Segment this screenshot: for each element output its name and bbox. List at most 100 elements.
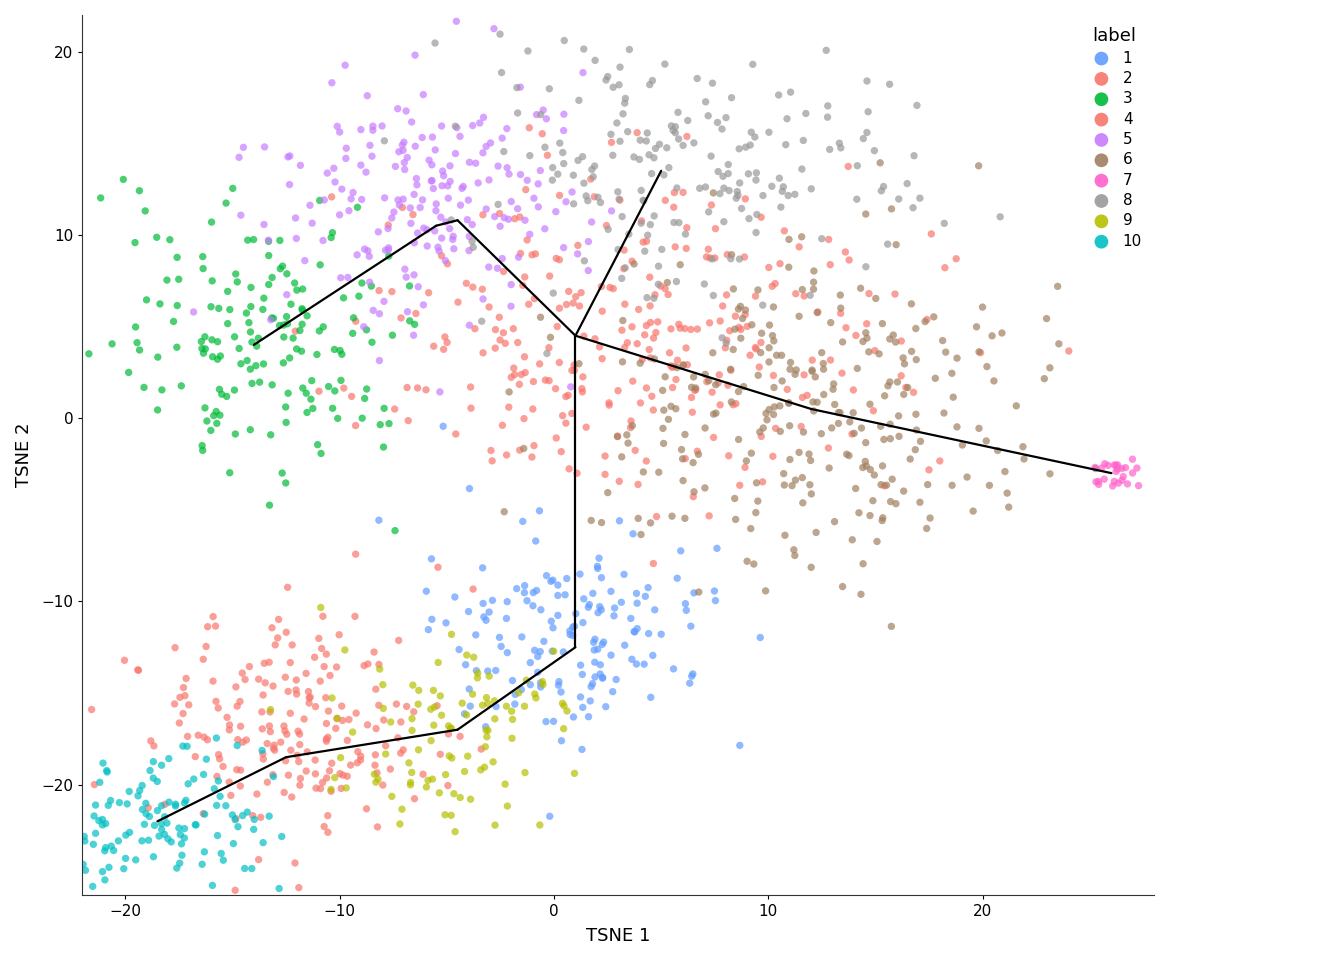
Point	[165, 797, 187, 812]
Point	[628, 301, 649, 317]
Point	[138, 832, 160, 848]
Point	[390, 714, 411, 730]
Point	[1087, 474, 1109, 490]
Point	[583, 635, 605, 650]
Point	[683, 455, 704, 470]
Point	[175, 793, 196, 808]
Point	[128, 788, 149, 804]
Point	[581, 162, 602, 178]
Point	[410, 200, 431, 215]
Point	[642, 402, 664, 418]
Point	[843, 405, 864, 420]
Point	[461, 233, 482, 249]
Point	[500, 299, 521, 314]
Point	[319, 379, 340, 395]
Point	[194, 806, 215, 822]
Point	[388, 633, 410, 648]
Point	[344, 609, 366, 624]
Point	[780, 355, 801, 371]
Point	[476, 729, 497, 744]
Point	[543, 643, 564, 659]
Point	[358, 243, 379, 258]
Point	[374, 400, 395, 416]
Point	[132, 778, 153, 793]
Point	[116, 828, 137, 843]
Point	[509, 167, 531, 182]
Point	[425, 142, 446, 157]
Point	[739, 348, 761, 363]
Point	[382, 327, 403, 343]
Point	[981, 328, 1003, 344]
Point	[523, 191, 544, 206]
Point	[552, 644, 574, 660]
Point	[259, 312, 281, 327]
Point	[286, 342, 308, 357]
Point	[758, 340, 780, 355]
Point	[372, 701, 394, 716]
Point	[206, 769, 227, 784]
Point	[962, 503, 984, 518]
Point	[563, 709, 585, 725]
Point	[501, 711, 523, 727]
Point	[732, 379, 754, 395]
Point	[653, 167, 675, 182]
Point	[362, 149, 383, 164]
Point	[250, 809, 271, 825]
Point	[370, 417, 391, 432]
Point	[763, 407, 785, 422]
Point	[555, 416, 577, 431]
Point	[259, 427, 281, 443]
Point	[485, 662, 507, 678]
Point	[872, 458, 894, 473]
Point	[728, 141, 750, 156]
Point	[630, 527, 652, 542]
Point	[805, 525, 827, 540]
Point	[560, 379, 582, 395]
Point	[832, 579, 853, 594]
Point	[262, 769, 284, 784]
Point	[172, 706, 194, 721]
Point	[210, 348, 231, 364]
Point	[879, 77, 900, 92]
Point	[534, 139, 555, 155]
Point	[324, 383, 345, 398]
Point	[813, 387, 835, 402]
Point	[212, 852, 234, 868]
Point	[530, 602, 551, 617]
Point	[847, 361, 868, 376]
Point	[249, 374, 270, 390]
Point	[403, 187, 425, 203]
Point	[509, 443, 531, 458]
Point	[1105, 458, 1126, 473]
Point	[101, 838, 122, 853]
Point	[574, 253, 595, 269]
Point	[634, 244, 656, 259]
Point	[637, 125, 659, 140]
Point	[704, 377, 726, 393]
Point	[828, 405, 849, 420]
Point	[437, 778, 458, 793]
Point	[547, 588, 569, 603]
Point	[774, 224, 796, 239]
Point	[192, 767, 214, 782]
Point	[243, 812, 265, 828]
Point	[548, 188, 570, 204]
Point	[442, 231, 464, 247]
Point	[336, 769, 358, 784]
Point	[644, 208, 665, 224]
Point	[251, 721, 273, 736]
Point	[336, 780, 358, 796]
Point	[581, 679, 602, 694]
Point	[976, 433, 997, 448]
Point	[856, 73, 878, 88]
Point	[280, 742, 301, 757]
Point	[823, 381, 844, 396]
Point	[602, 80, 624, 95]
Point	[582, 169, 603, 184]
Point	[316, 733, 337, 749]
Point	[384, 158, 406, 174]
Point	[751, 325, 773, 341]
Point	[230, 762, 251, 778]
Point	[91, 812, 113, 828]
Point	[458, 155, 480, 170]
